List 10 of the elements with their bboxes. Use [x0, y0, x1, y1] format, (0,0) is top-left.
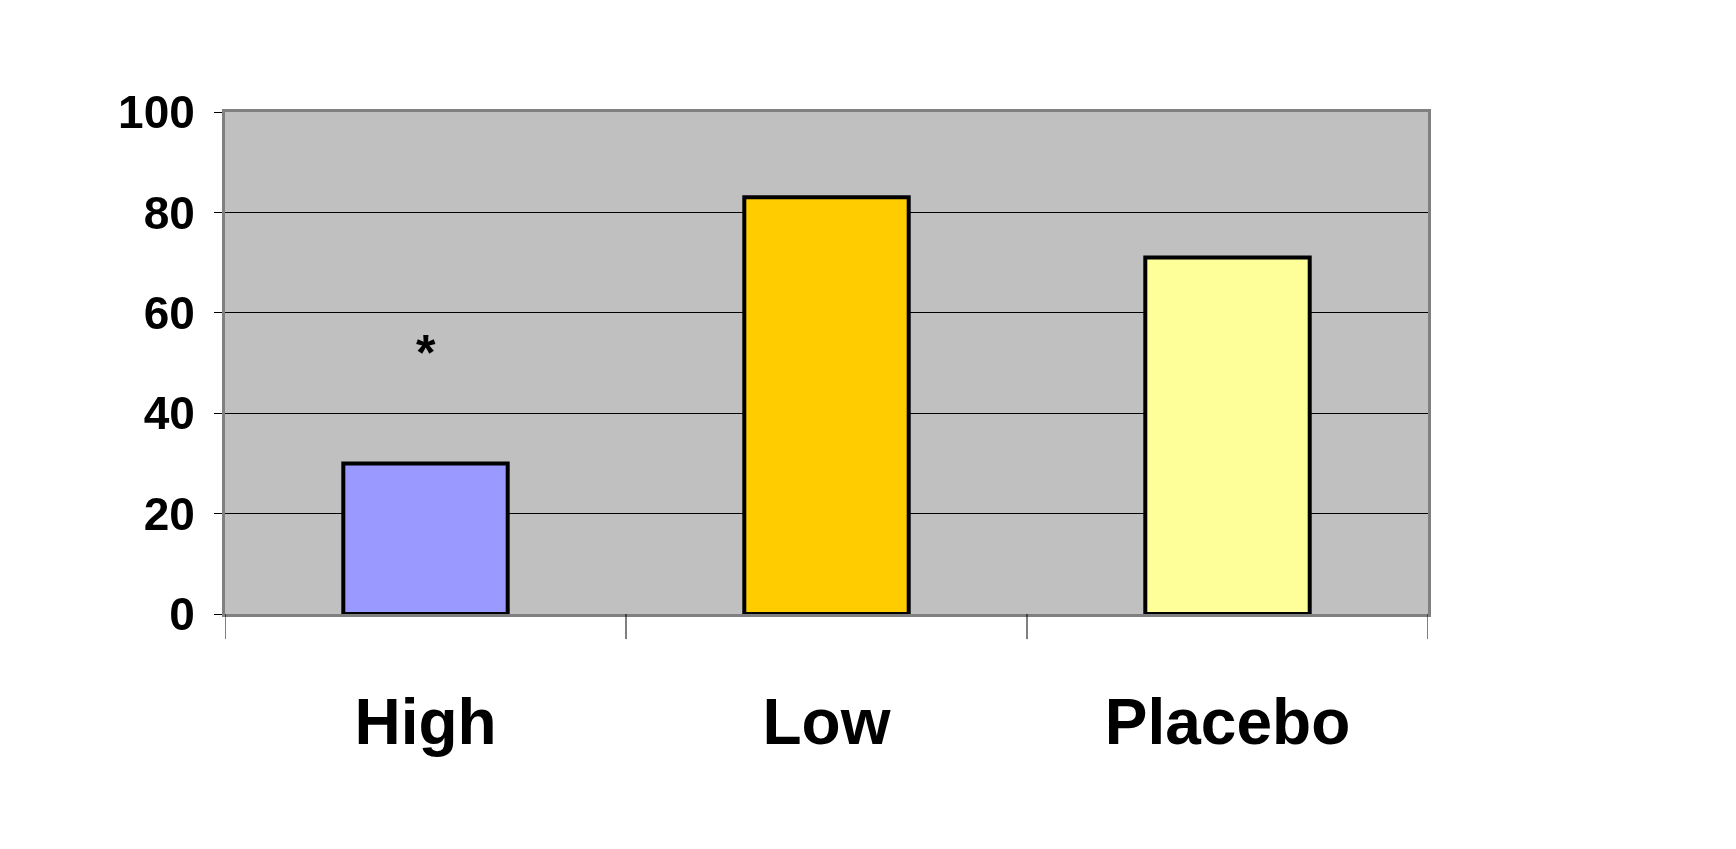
- x-tick-label: Placebo: [1104, 685, 1351, 758]
- y-tick-label: 80: [143, 186, 195, 239]
- y-tick-label: 20: [143, 487, 195, 540]
- annotation: *: [416, 325, 436, 381]
- y-tick-label: 40: [143, 387, 195, 440]
- x-tick-label: High: [354, 685, 497, 758]
- y-tick-label: 0: [169, 588, 195, 641]
- x-tick-label: Low: [762, 685, 891, 758]
- y-tick-label: 100: [118, 86, 195, 139]
- y-tick-label: 60: [143, 286, 195, 339]
